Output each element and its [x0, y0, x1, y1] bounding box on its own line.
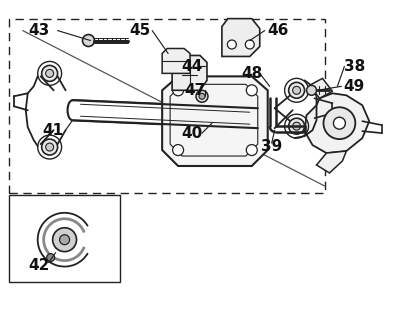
Polygon shape	[310, 78, 332, 98]
Text: 45: 45	[130, 23, 151, 38]
Polygon shape	[162, 49, 190, 73]
Circle shape	[293, 86, 300, 94]
Text: 40: 40	[182, 126, 203, 141]
Bar	[9, 195, 120, 282]
Circle shape	[173, 85, 184, 96]
Polygon shape	[316, 151, 346, 173]
Circle shape	[199, 93, 205, 99]
Circle shape	[245, 40, 254, 49]
Text: 44: 44	[182, 59, 203, 74]
Polygon shape	[172, 55, 207, 90]
Circle shape	[306, 85, 316, 95]
Circle shape	[42, 139, 58, 155]
Circle shape	[227, 40, 236, 49]
Text: 46: 46	[267, 23, 288, 38]
Circle shape	[293, 122, 300, 130]
Circle shape	[324, 107, 355, 139]
Bar	[9, 19, 326, 193]
Text: 49: 49	[344, 79, 365, 94]
Text: 38: 38	[344, 59, 365, 74]
Circle shape	[53, 228, 76, 252]
Text: 41: 41	[42, 123, 63, 138]
Text: 48: 48	[241, 66, 262, 81]
Circle shape	[46, 70, 54, 77]
Circle shape	[46, 143, 54, 151]
Circle shape	[246, 85, 257, 96]
Circle shape	[246, 145, 257, 155]
Polygon shape	[304, 93, 369, 153]
Text: 43: 43	[28, 23, 49, 38]
Text: 39: 39	[261, 138, 282, 154]
Polygon shape	[162, 76, 268, 166]
Circle shape	[42, 65, 58, 81]
Circle shape	[289, 82, 304, 98]
Circle shape	[47, 254, 55, 262]
Text: 42: 42	[28, 258, 49, 273]
Circle shape	[173, 145, 184, 155]
Circle shape	[82, 34, 94, 47]
Text: 47: 47	[184, 83, 206, 98]
Circle shape	[289, 118, 304, 134]
Circle shape	[60, 235, 70, 245]
Polygon shape	[222, 19, 260, 56]
Circle shape	[334, 117, 345, 129]
Circle shape	[196, 90, 208, 102]
Polygon shape	[72, 100, 258, 128]
